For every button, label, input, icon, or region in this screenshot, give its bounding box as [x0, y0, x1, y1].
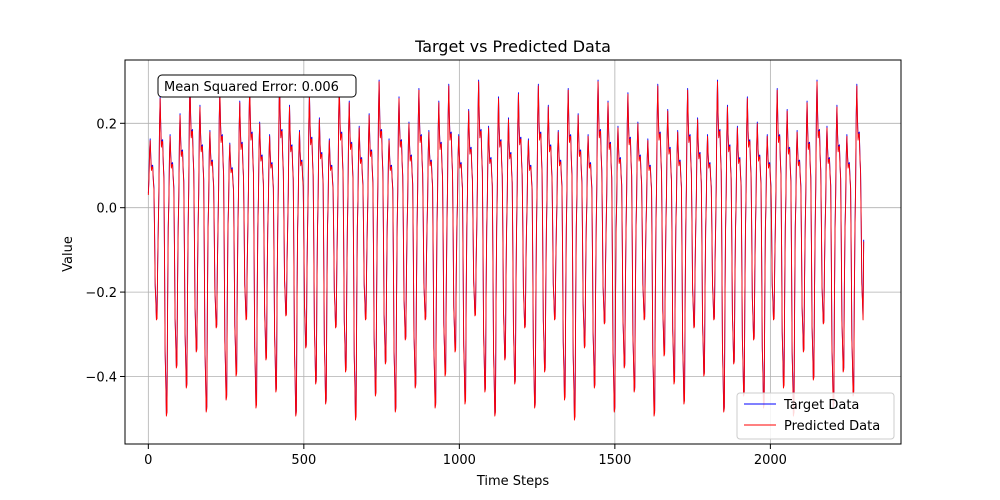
x-tick-label: 0 — [144, 453, 152, 468]
x-tick-label: 1500 — [598, 453, 631, 468]
mse-annotation: Mean Squared Error: 0.006 — [157, 74, 357, 98]
x-tick-label: 2000 — [754, 453, 787, 468]
x-tick-label: 500 — [291, 453, 316, 468]
chart-title: Target vs Predicted Data — [414, 37, 611, 56]
series-line-predicted-data — [147, 81, 865, 421]
series-group — [147, 79, 865, 421]
y-tick-label: 0.2 — [96, 117, 117, 132]
legend-label-predicted-data: Predicted Data — [784, 419, 880, 434]
plot-frame — [124, 59, 902, 445]
ticks: 0 500 1000 1500 2000 −0.4 −0.2 0.0 0.2 — [85, 117, 786, 468]
legend-label-target-data: Target Data — [783, 398, 859, 413]
mse-annotation-box — [157, 74, 357, 98]
x-tick-label: 1000 — [443, 453, 476, 468]
legend-box — [736, 392, 895, 440]
y-axis-label: Value — [61, 236, 76, 272]
mse-annotation-text: Mean Squared Error: 0.006 — [164, 80, 339, 95]
legend: Target Data Predicted Data — [736, 392, 895, 440]
y-tick-label: −0.2 — [85, 286, 117, 301]
x-axis-label: Time Steps — [476, 474, 550, 489]
y-tick-label: −0.4 — [85, 370, 117, 385]
y-tick-label: 0.0 — [96, 202, 117, 217]
